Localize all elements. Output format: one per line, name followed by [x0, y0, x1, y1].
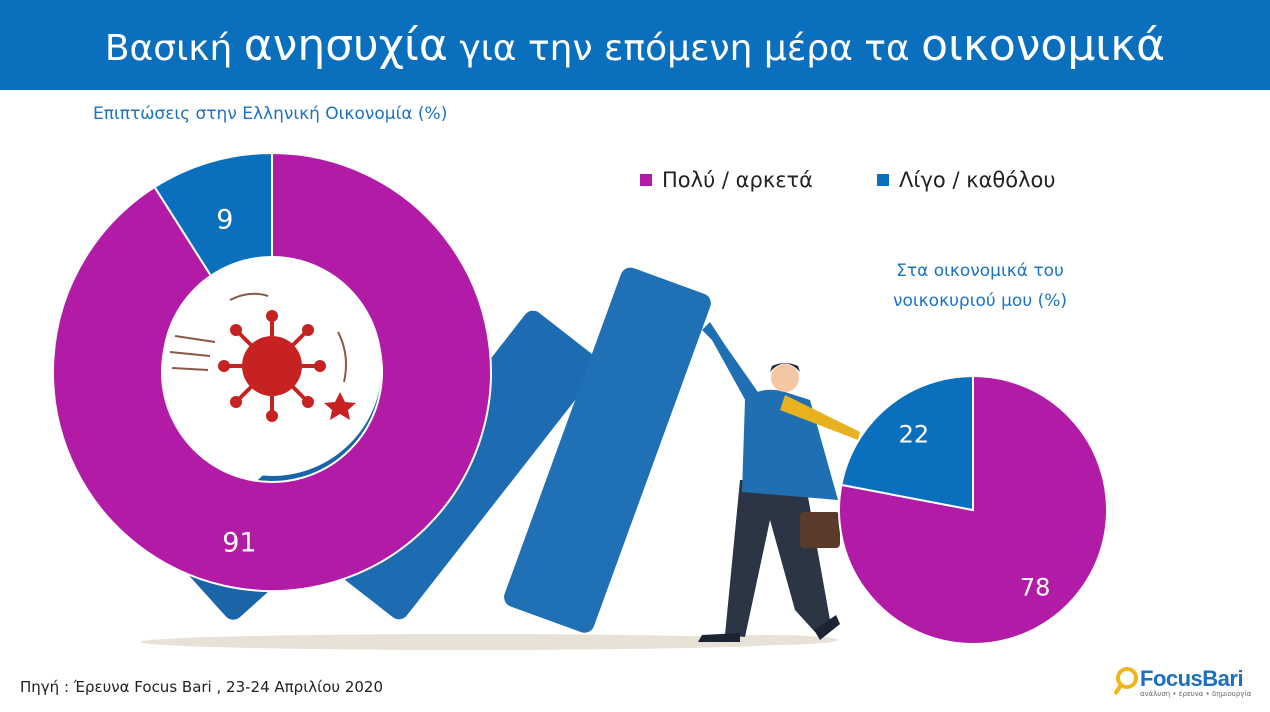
- source-note: Πηγή : Έρευνα Focus Bari , 23-24 Απριλίο…: [20, 678, 384, 696]
- pie-label-0-0: 91: [222, 527, 256, 558]
- legend: Πολύ / αρκετά Λίγο / καθόλου: [640, 168, 1056, 192]
- pie-label-1-0: 78: [1020, 573, 1051, 601]
- pie-slice-1-1: [840, 374, 974, 512]
- magnifier-icon: [1114, 667, 1138, 696]
- coronavirus-icon: [162, 256, 382, 476]
- focusbari-logo: FocusBari ανάλυση • έρευνα • δημιουργία: [1114, 666, 1251, 698]
- donut-chart: 91 9: [52, 151, 492, 592]
- pie-label-1-1: 22: [899, 421, 930, 449]
- legend-swatch-much: [640, 174, 652, 186]
- pie-chart: 78 22: [838, 374, 1108, 645]
- legend-item-little: Λίγο / καθόλου: [877, 168, 1056, 192]
- legend-item-much: Πολύ / αρκετά: [640, 168, 813, 192]
- header-bar: Βασική ανησυχία για την επόμενη μέρα τα …: [0, 0, 1270, 90]
- donut-chart-title: Επιπτώσεις στην Ελληνική Οικονομία (%): [93, 104, 448, 124]
- legend-swatch-little: [877, 174, 890, 186]
- pie-label-0-1: 9: [216, 205, 233, 236]
- page-title: Βασική ανησυχία για την επόμενη μέρα τα …: [104, 19, 1166, 71]
- pie-slice-0-0: [52, 151, 492, 592]
- pie-chart-title: Στα οικονομικά του νοικοκυριού μου (%): [893, 261, 1067, 311]
